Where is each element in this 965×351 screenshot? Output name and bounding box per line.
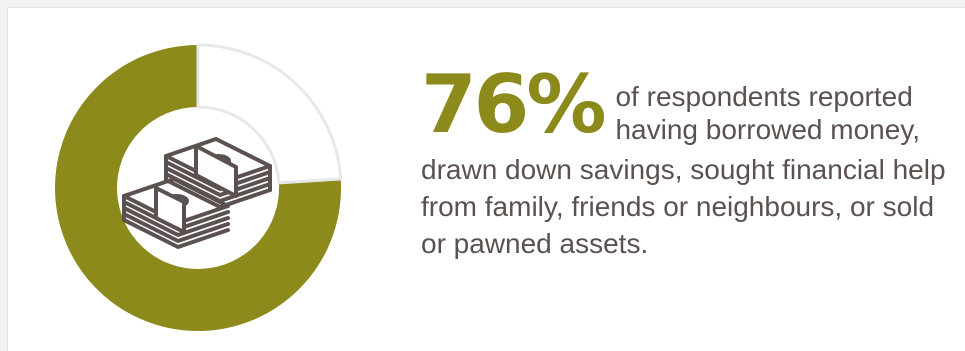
donut-svg bbox=[55, 43, 343, 331]
donut-chart bbox=[46, 36, 350, 340]
stat-percentage: 76% bbox=[421, 58, 606, 151]
stat-lead-text: of respondents reported having borrowed … bbox=[615, 81, 921, 145]
infographic-card: 76% of respondents reported having borro… bbox=[7, 7, 965, 351]
stat-description: drawn down savings, sought financial hel… bbox=[421, 154, 946, 259]
donut-slice-filled bbox=[55, 45, 342, 331]
donut-slice-remaining bbox=[196, 43, 343, 185]
stat-text-block: 76% of respondents reported having borro… bbox=[421, 58, 961, 262]
stat-head: 76% of respondents reported having borro… bbox=[421, 58, 961, 151]
money-stack-icon bbox=[122, 137, 272, 249]
